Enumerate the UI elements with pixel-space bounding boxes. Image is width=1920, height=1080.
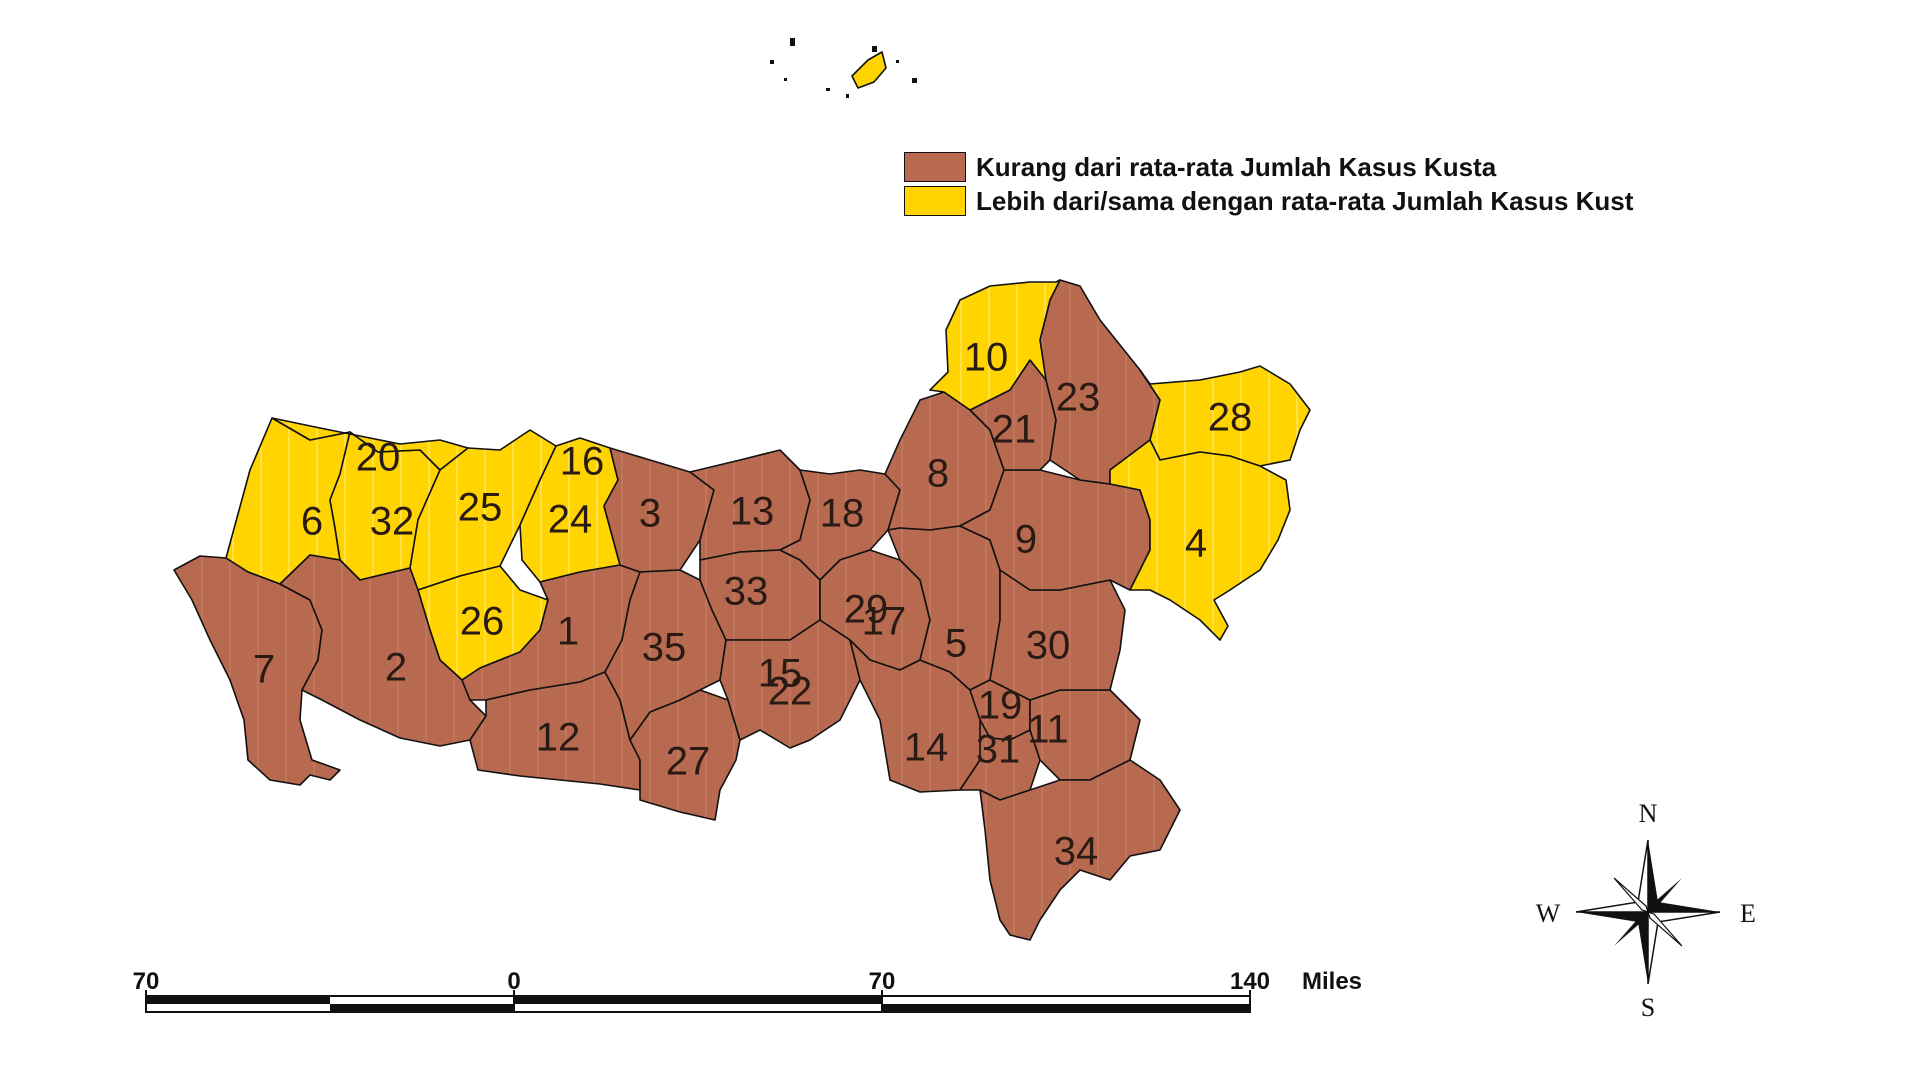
region-34 <box>979 759 1181 941</box>
scale-bar <box>145 990 1251 1013</box>
region-label-30: 30 <box>1026 624 1071 668</box>
region-label-29: 29 <box>844 588 889 632</box>
region-label-26: 26 <box>460 600 505 644</box>
map-legend: Kurang dari rata-rata Jumlah Kasus Kusta… <box>904 150 1633 218</box>
legend-label-above-average: Lebih dari/sama dengan rata-rata Jumlah … <box>976 185 1634 216</box>
region-label-18: 18 <box>820 492 865 536</box>
region-label-33: 33 <box>724 570 769 614</box>
region-label-17: 17 <box>862 600 907 644</box>
region-label-9: 9 <box>1015 518 1037 562</box>
region-label-6: 6 <box>301 500 323 544</box>
region-label-8: 8 <box>927 452 949 496</box>
scale-label-left-70: 70 <box>132 968 160 995</box>
region-label-35: 35 <box>642 626 687 670</box>
compass-east: E <box>1740 899 1756 928</box>
region-label-21: 21 <box>992 408 1037 452</box>
region-label-10: 10 <box>964 336 1009 380</box>
region-label-34: 34 <box>1054 830 1099 874</box>
island-group <box>770 38 917 98</box>
scale-unit-miles: Miles <box>1302 968 1363 995</box>
region-label-19: 19 <box>978 684 1023 728</box>
region-label-13: 13 <box>730 490 775 534</box>
legend-item-above-average: Lebih dari/sama dengan rata-rata Jumlah … <box>904 184 1633 218</box>
region-label-2: 2 <box>385 646 407 690</box>
region-label-24: 24 <box>548 498 593 542</box>
region-label-11: 11 <box>1027 708 1069 752</box>
legend-swatch-brown <box>904 152 966 182</box>
region-22 <box>719 619 861 749</box>
region-label-22: 22 <box>768 670 813 714</box>
region-label-32: 32 <box>370 500 415 544</box>
region-label-15: 15 <box>758 652 803 696</box>
region-label-16: 16 <box>560 440 605 484</box>
region-label-1: 1 <box>557 610 579 654</box>
region-label-27: 27 <box>666 740 711 784</box>
region-label-4: 4 <box>1185 522 1207 566</box>
regions <box>173 279 1311 941</box>
region-labels: 20 16 6 32 25 24 3 13 18 8 10 21 23 28 9… <box>253 336 1252 874</box>
compass-south: S <box>1641 993 1655 1022</box>
region-7 <box>173 555 341 786</box>
region-label-14: 14 <box>904 726 949 770</box>
legend-label-below-average: Kurang dari rata-rata Jumlah Kasus Kusta <box>976 151 1497 182</box>
scale-label-right-70: 70 <box>868 968 896 995</box>
compass-north: N <box>1639 799 1658 828</box>
region-label-25: 25 <box>458 486 503 530</box>
region-label-23: 23 <box>1056 376 1101 420</box>
region-label-20: 20 <box>356 436 401 480</box>
region-4 <box>1109 439 1291 641</box>
compass-rose: N S E W <box>1536 799 1756 1022</box>
legend-swatch-yellow <box>904 186 966 216</box>
region-label-31: 31 <box>976 728 1021 772</box>
region-10 <box>929 279 1061 411</box>
scale-label-0: 0 <box>507 968 521 995</box>
region-label-3: 3 <box>639 492 661 536</box>
region-label-28: 28 <box>1208 396 1253 440</box>
scale-label-140: 140 <box>1229 968 1271 995</box>
legend-item-below-average: Kurang dari rata-rata Jumlah Kasus Kusta <box>904 150 1633 184</box>
region-label-12: 12 <box>536 716 581 760</box>
region-label-7: 7 <box>253 648 275 692</box>
compass-west: W <box>1536 899 1561 928</box>
region-label-5: 5 <box>945 622 967 666</box>
